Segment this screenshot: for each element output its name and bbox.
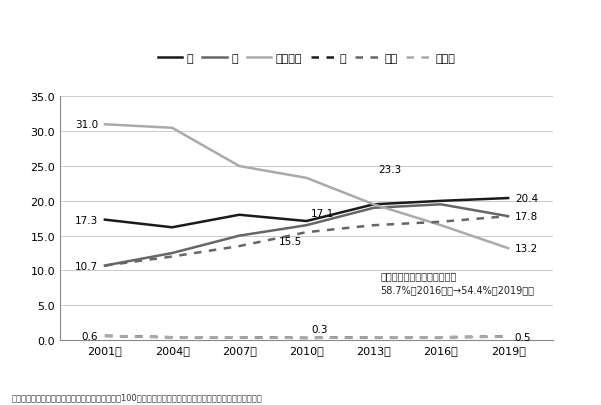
Text: 13.2: 13.2 <box>515 243 538 254</box>
Text: 同居の主たる介護者：各続柄の割合の推移（子世代のみ）: 同居の主たる介護者：各続柄の割合の推移（子世代のみ） <box>175 21 426 36</box>
Text: 17.1: 17.1 <box>311 208 334 218</box>
Text: 17.8: 17.8 <box>515 212 538 222</box>
Text: 0.3: 0.3 <box>311 325 328 335</box>
Text: 0.5: 0.5 <box>515 332 531 342</box>
Text: 20.4: 20.4 <box>515 194 538 204</box>
Legend: 妻, 娘, 息子の妻, 夫, 息子, 娘の夫: 妻, 娘, 息子の妻, 夫, 息子, 娘の夫 <box>153 49 460 68</box>
Text: 10.7: 10.7 <box>75 261 98 271</box>
Text: 15.5: 15.5 <box>279 236 302 246</box>
Text: 23.3: 23.3 <box>378 165 401 175</box>
Text: 主介護者が同居している割合
58.7%（2016年）→54.4%（2019年）: 主介護者が同居している割合 58.7%（2016年）→54.4%（2019年） <box>380 271 534 295</box>
Text: 0.6: 0.6 <box>82 331 98 341</box>
Text: 17.3: 17.3 <box>75 215 98 225</box>
Text: 厚生労働省「国民生活基礎調査」をもとに「人生100年時代の結婚と家族に関する研究会（第９回）」が作成: 厚生労働省「国民生活基礎調査」をもとに「人生100年時代の結婚と家族に関する研究… <box>12 392 263 401</box>
Text: 31.0: 31.0 <box>75 120 98 130</box>
